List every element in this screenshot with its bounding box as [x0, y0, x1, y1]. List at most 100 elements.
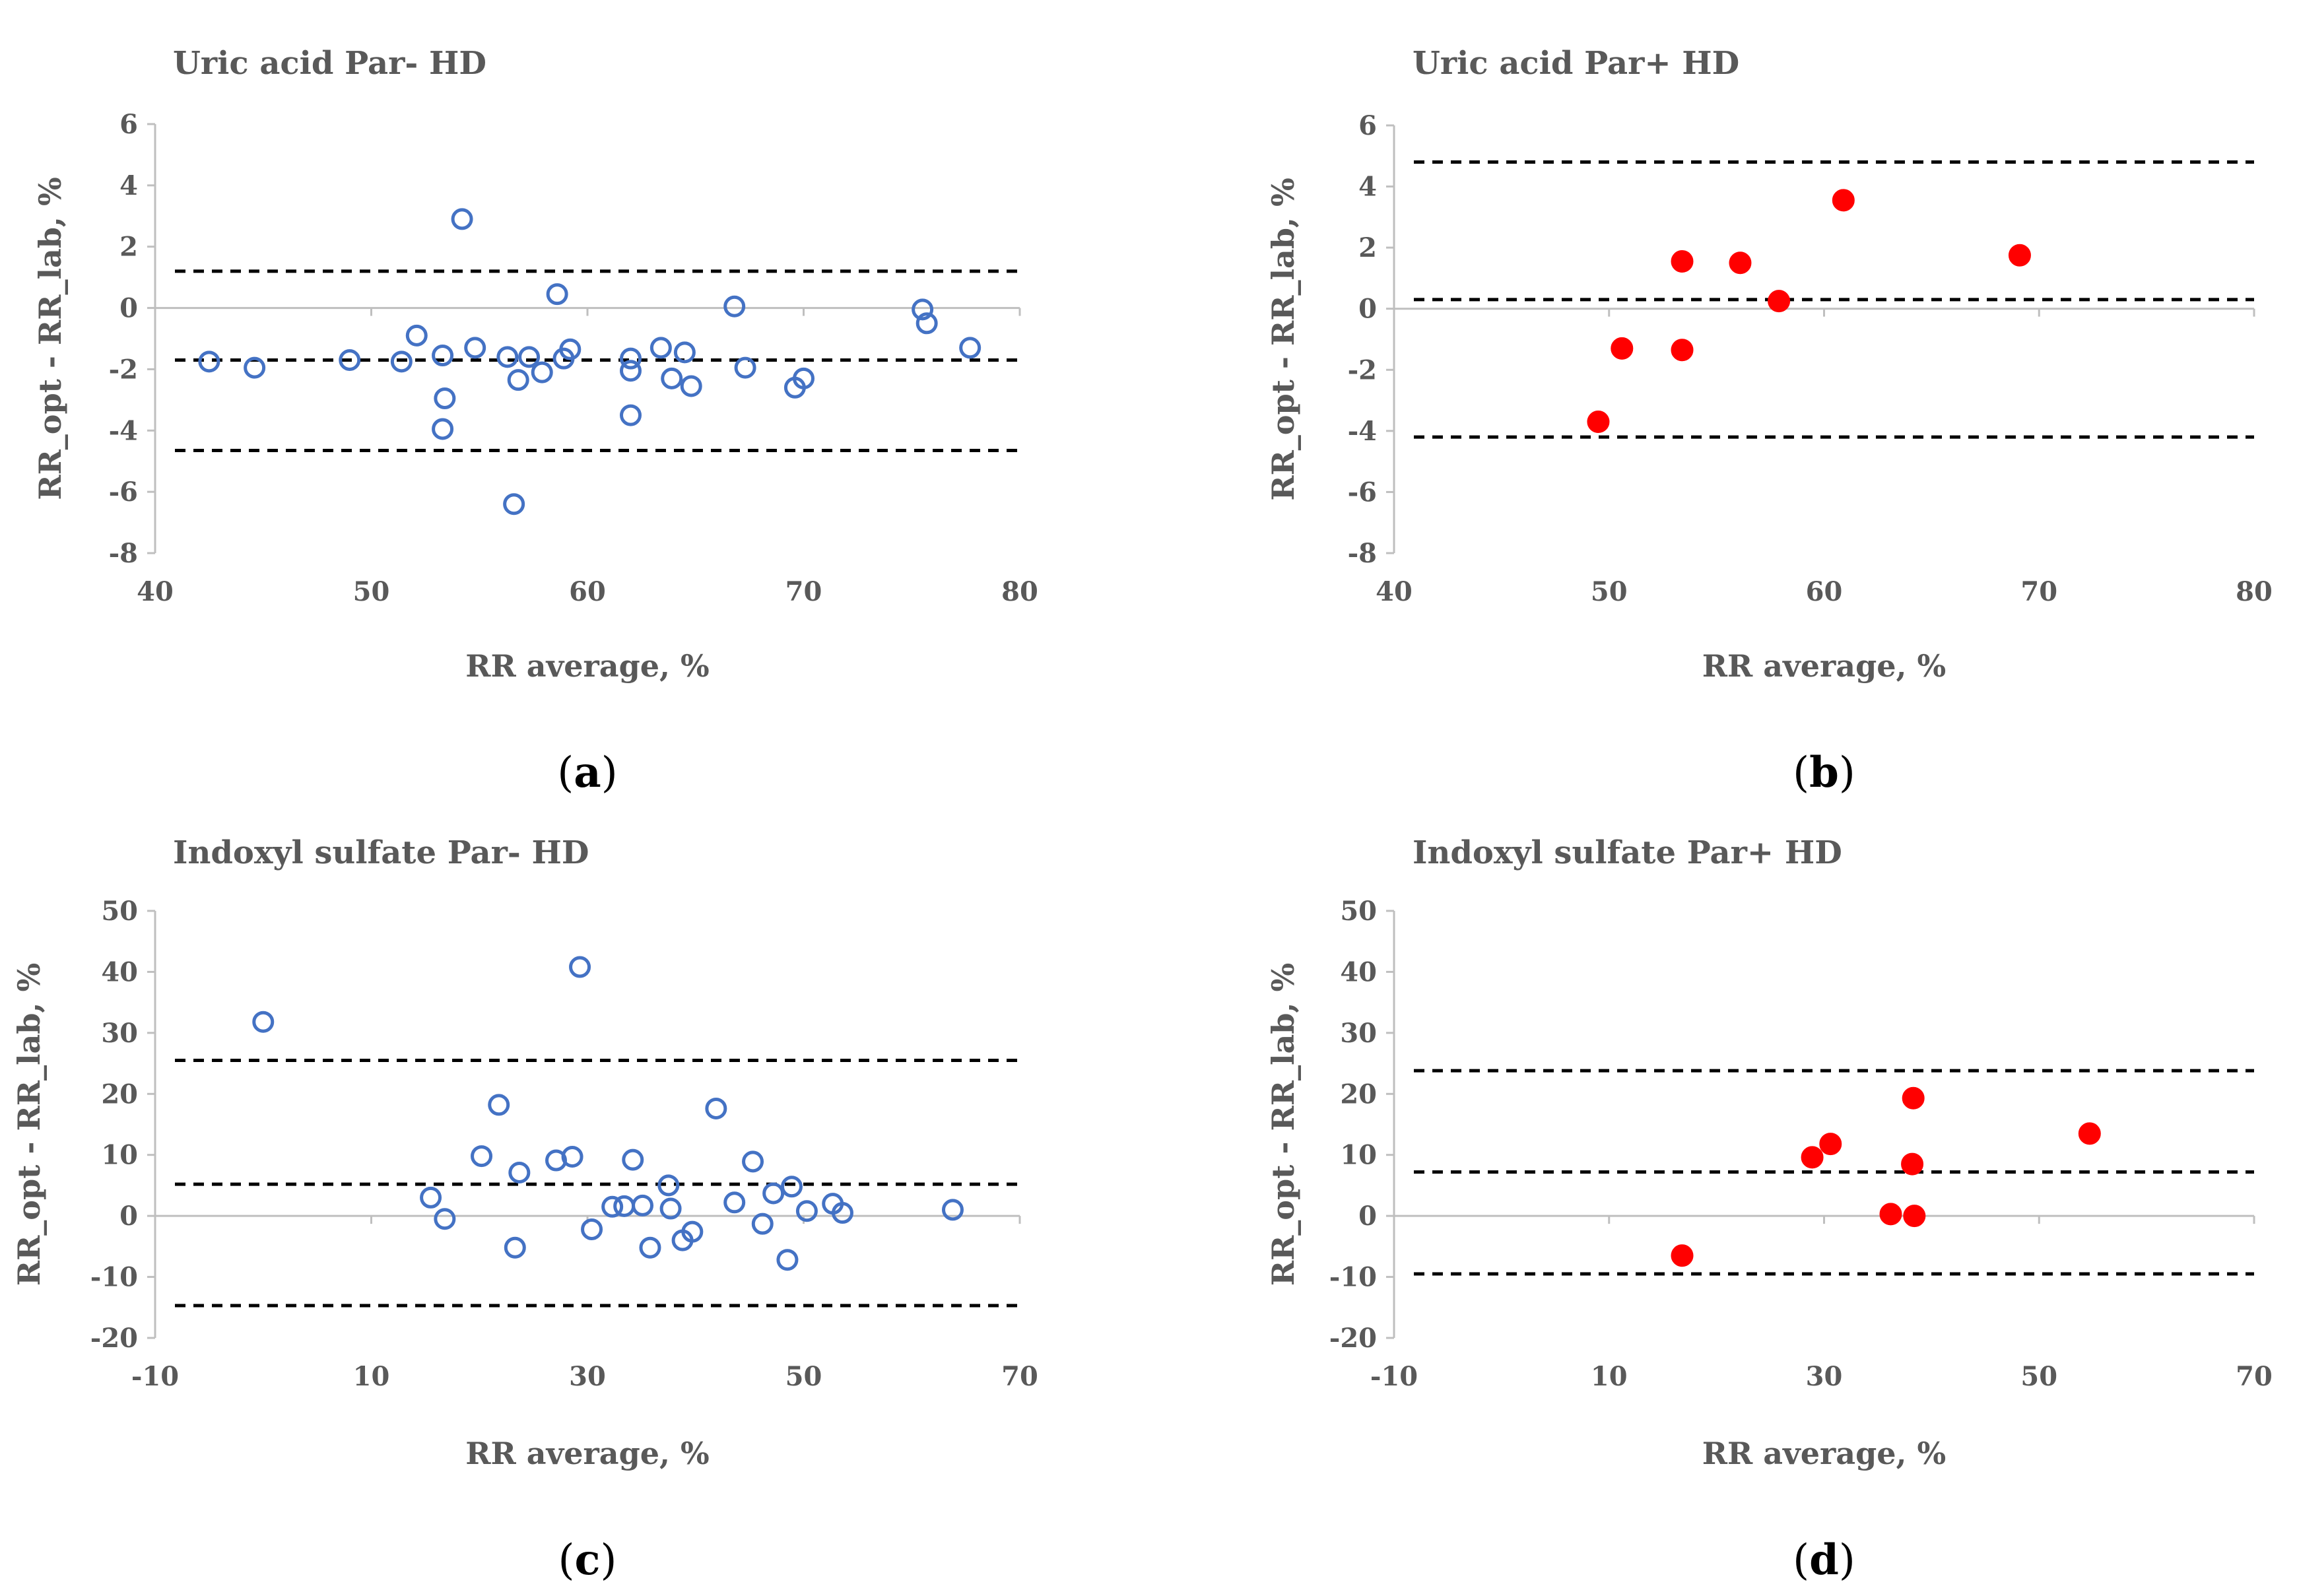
data-point — [451, 208, 473, 230]
data-point — [723, 1191, 746, 1214]
data-point — [673, 341, 696, 364]
y-tick-label: -6 — [109, 477, 138, 508]
y-axis-label: RR_opt - RR_lab, % — [1265, 963, 1301, 1286]
data-point — [1879, 1203, 1902, 1226]
data-point — [420, 1186, 442, 1209]
x-tick-label: -10 — [1370, 1361, 1418, 1392]
data-point — [659, 1197, 682, 1220]
y-tick-label: -20 — [1329, 1323, 1377, 1354]
data-point — [569, 956, 591, 978]
data-point — [622, 1148, 644, 1171]
data-point — [1819, 1133, 1842, 1156]
data-point — [742, 1150, 764, 1173]
y-tick-label: -4 — [109, 415, 138, 446]
x-tick-label: -10 — [131, 1361, 179, 1392]
data-point — [471, 1145, 493, 1168]
data-point — [1903, 1205, 1926, 1228]
x-tick-label: 70 — [2020, 576, 2057, 607]
panel-letter: c — [575, 1535, 601, 1585]
data-point — [339, 349, 361, 371]
panel-letter: b — [1809, 748, 1839, 797]
x-tick-label: 50 — [2020, 1361, 2057, 1392]
y-tick-label: 10 — [1340, 1140, 1377, 1171]
x-tick-label: 70 — [1001, 1361, 1038, 1392]
panel-label: (b) — [1793, 748, 1855, 797]
data-point — [434, 387, 456, 410]
data-point — [507, 369, 529, 391]
data-point — [751, 1213, 774, 1235]
y-tick-label: -8 — [1348, 538, 1377, 569]
data-point — [503, 493, 525, 515]
data-point — [1611, 337, 1634, 360]
y-tick-label: 0 — [1358, 294, 1377, 325]
panel-d: Indoxyl sulfate Par+ HD -20 -10 0 10 20 30 40 50… — [1265, 834, 2273, 1585]
x-tick-label: 80 — [1001, 576, 1038, 607]
data-point — [432, 345, 454, 367]
x-tick-label: 10 — [353, 1361, 390, 1392]
data-point — [762, 1182, 785, 1205]
data-point — [504, 1236, 526, 1259]
data-point — [405, 324, 428, 347]
y-tick-label: -10 — [1329, 1262, 1377, 1293]
data-point — [434, 1208, 456, 1230]
data-point — [705, 1097, 727, 1119]
data-point — [780, 1176, 803, 1198]
data-point — [620, 347, 642, 370]
y-tick-label: 20 — [1340, 1079, 1377, 1110]
data-point — [2008, 244, 2031, 267]
data-point — [559, 338, 582, 360]
y-tick-label: -2 — [109, 354, 138, 385]
data-point — [531, 361, 553, 383]
y-tick-label: 30 — [101, 1018, 138, 1049]
data-point — [1832, 189, 1855, 212]
x-axis-label: RR average, % — [465, 1436, 709, 1471]
panel-label: (a) — [557, 748, 617, 797]
y-tick-label: 40 — [1340, 956, 1377, 987]
y-tick-label: 20 — [101, 1079, 138, 1110]
data-point — [546, 283, 568, 306]
x-tick-label: 50 — [1591, 576, 1628, 607]
y-tick-label: -6 — [1348, 477, 1377, 508]
y-tick-label: 40 — [101, 956, 138, 987]
data-point — [601, 1195, 624, 1218]
x-tick-label: 70 — [2236, 1361, 2273, 1392]
data-point — [1671, 339, 1694, 362]
data-point — [2078, 1122, 2101, 1145]
y-tick-label: 0 — [119, 293, 138, 324]
y-tick-label: -8 — [109, 538, 138, 569]
x-tick-label: 60 — [1806, 576, 1843, 607]
y-tick-label: 4 — [1358, 172, 1377, 203]
data-point — [488, 1094, 510, 1116]
data-point — [1729, 251, 1752, 275]
x-tick-label: 50 — [785, 1361, 822, 1392]
data-point — [244, 356, 266, 379]
y-tick-label: -2 — [1348, 354, 1377, 385]
data-point — [561, 1145, 583, 1168]
x-tick-label: 50 — [353, 576, 390, 607]
data-point — [581, 1218, 603, 1240]
y-tick-label: 50 — [1340, 896, 1377, 927]
data-point — [657, 1174, 680, 1197]
data-point — [1901, 1152, 1924, 1176]
x-tick-label: 80 — [2236, 576, 2273, 607]
chart-title: Uric acid Par- HD — [173, 45, 486, 82]
panel-label: (c) — [558, 1535, 617, 1585]
y-axis-label: RR_opt - RR_lab, % — [11, 963, 47, 1286]
data-point — [1768, 290, 1791, 313]
y-tick-label: 0 — [119, 1201, 138, 1232]
y-axis-label: RR_opt - RR_lab, % — [1265, 178, 1301, 500]
data-point — [1587, 410, 1610, 433]
panel-letter: d — [1809, 1535, 1839, 1585]
x-tick-label: 40 — [1376, 576, 1413, 607]
data-point — [661, 367, 683, 389]
x-axis-label: RR average, % — [1702, 648, 1946, 684]
x-tick-label: 70 — [785, 576, 822, 607]
data-point — [1902, 1086, 1925, 1110]
data-point — [912, 298, 934, 321]
y-tick-label: 10 — [101, 1140, 138, 1171]
chart-title: Indoxyl sulfate Par+ HD — [1413, 834, 1842, 871]
panel-a: Uric acid Par- HD -8 -6 -4 -2 0 2 4 6 40 50 60 70 80 R… — [32, 45, 1038, 797]
y-tick-label: 4 — [119, 170, 138, 201]
panel-b: Uric acid Par+ HD -8 -6 -4 -2 0 2 4 6 40 50 60 70 80 R… — [1265, 45, 2273, 797]
